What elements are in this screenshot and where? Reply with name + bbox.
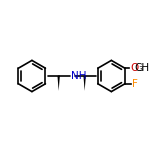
Polygon shape [83, 76, 86, 91]
Polygon shape [57, 76, 60, 91]
Text: NH: NH [71, 71, 86, 81]
Text: F: F [132, 79, 137, 89]
Text: O: O [130, 63, 138, 73]
Text: CH: CH [134, 63, 149, 73]
Text: 3: 3 [138, 66, 143, 72]
